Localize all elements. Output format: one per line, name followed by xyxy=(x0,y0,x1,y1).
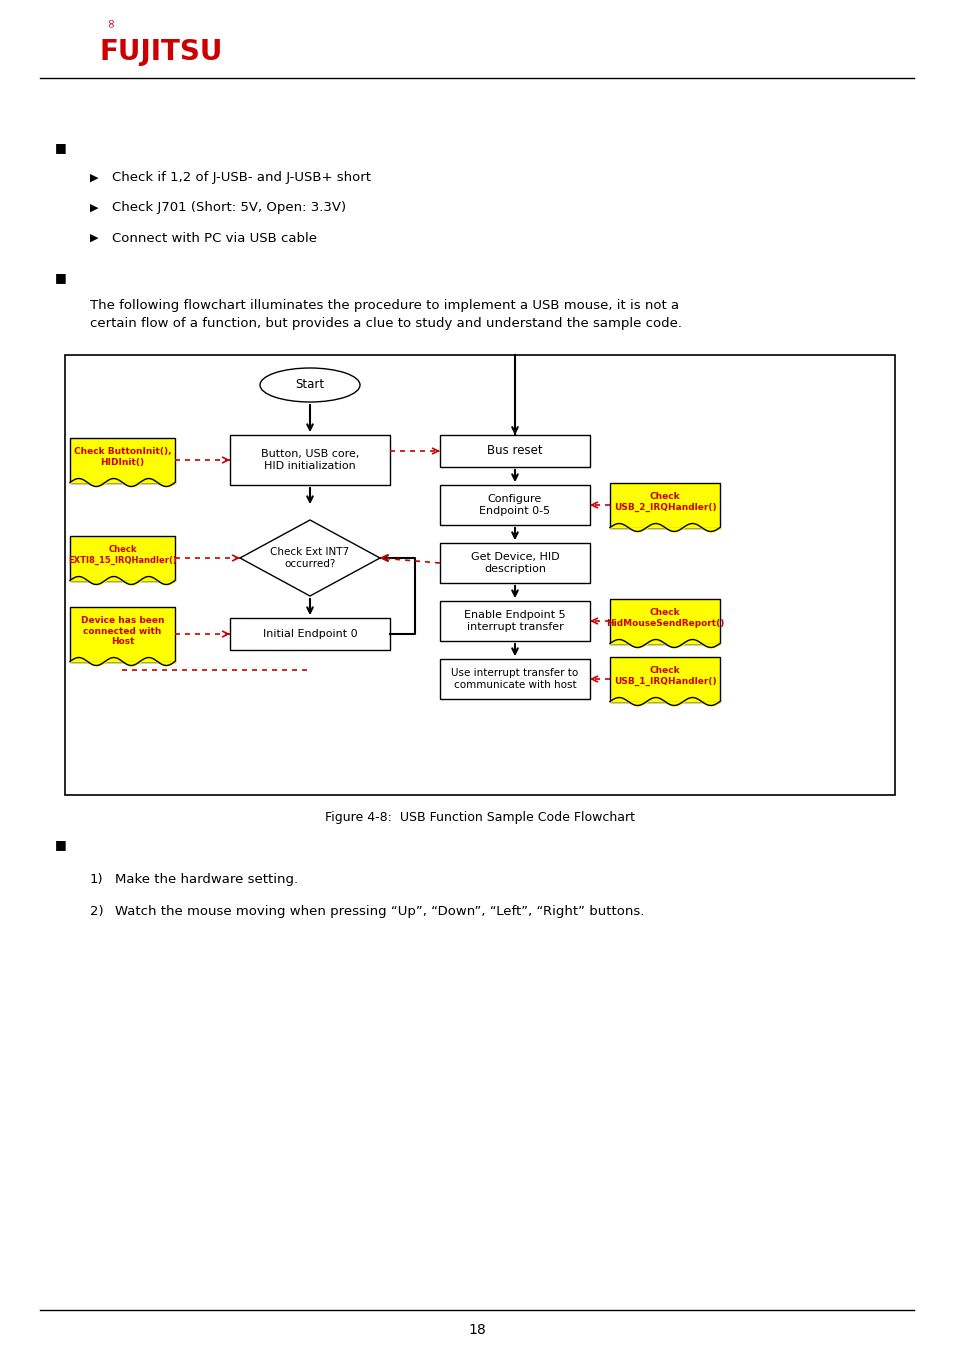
Bar xyxy=(70,536,174,580)
Text: Watch the mouse moving when pressing “Up”, “Down”, “Left”, “Right” buttons.: Watch the mouse moving when pressing “Up… xyxy=(115,906,643,918)
Text: Check
HidMouseSendReport(): Check HidMouseSendReport() xyxy=(605,609,723,628)
Text: Check ButtonInit(),
HIDInit(): Check ButtonInit(), HIDInit() xyxy=(73,447,172,467)
Text: Figure 4-8:  USB Function Sample Code Flowchart: Figure 4-8: USB Function Sample Code Flo… xyxy=(325,810,635,824)
Bar xyxy=(439,659,589,699)
Text: Device has been
connected with
Host: Device has been connected with Host xyxy=(81,616,164,645)
Text: Check if 1,2 of J-USB- and J-USB+ short: Check if 1,2 of J-USB- and J-USB+ short xyxy=(112,171,371,185)
Text: Make the hardware setting.: Make the hardware setting. xyxy=(115,873,297,887)
Text: Connect with PC via USB cable: Connect with PC via USB cable xyxy=(112,231,316,244)
Text: Configure
Endpoint 0-5: Configure Endpoint 0-5 xyxy=(479,494,550,516)
Bar xyxy=(70,606,174,662)
Bar xyxy=(70,437,174,482)
Bar xyxy=(439,485,589,525)
Text: Check Ext INT7
occurred?: Check Ext INT7 occurred? xyxy=(270,547,349,568)
Bar xyxy=(609,598,720,644)
Text: Bus reset: Bus reset xyxy=(487,444,542,458)
Text: Get Device, HID
description: Get Device, HID description xyxy=(470,552,558,574)
Text: 1): 1) xyxy=(90,873,104,887)
Text: ■: ■ xyxy=(55,838,67,852)
Text: Initial Endpoint 0: Initial Endpoint 0 xyxy=(262,629,357,639)
Text: FUJITSU: FUJITSU xyxy=(100,38,223,66)
Bar xyxy=(609,656,720,702)
Text: Start: Start xyxy=(295,378,324,392)
Bar xyxy=(439,435,589,467)
Bar xyxy=(609,482,720,528)
Text: ▶: ▶ xyxy=(90,173,98,184)
Text: Button, USB core,
HID initialization: Button, USB core, HID initialization xyxy=(260,448,359,471)
Polygon shape xyxy=(240,520,379,595)
Bar xyxy=(230,618,390,649)
Text: 18: 18 xyxy=(468,1323,485,1336)
Text: Check
USB_1_IRQHandler(): Check USB_1_IRQHandler() xyxy=(613,667,716,686)
Text: 2): 2) xyxy=(90,906,104,918)
Text: Enable Endpoint 5
interrupt transfer: Enable Endpoint 5 interrupt transfer xyxy=(464,610,565,632)
Text: ▶: ▶ xyxy=(90,234,98,243)
Bar xyxy=(230,435,390,485)
Text: The following flowchart illuminates the procedure to implement a USB mouse, it i: The following flowchart illuminates the … xyxy=(90,298,679,312)
Text: Use interrupt transfer to
communicate with host: Use interrupt transfer to communicate wi… xyxy=(451,668,578,690)
Text: certain flow of a function, but provides a clue to study and understand the samp: certain flow of a function, but provides… xyxy=(90,317,681,331)
Text: ■: ■ xyxy=(55,142,67,154)
Text: Check
EXTI8_15_IRQHandler(): Check EXTI8_15_IRQHandler() xyxy=(68,545,176,564)
Text: ∞: ∞ xyxy=(104,16,117,27)
Ellipse shape xyxy=(260,369,359,402)
Bar xyxy=(65,355,894,795)
Text: ■: ■ xyxy=(55,271,67,285)
Text: Check
USB_2_IRQHandler(): Check USB_2_IRQHandler() xyxy=(613,493,716,512)
Text: ▶: ▶ xyxy=(90,202,98,213)
Bar xyxy=(439,601,589,641)
Text: Check J701 (Short: 5V, Open: 3.3V): Check J701 (Short: 5V, Open: 3.3V) xyxy=(112,201,346,215)
Bar xyxy=(439,543,589,583)
